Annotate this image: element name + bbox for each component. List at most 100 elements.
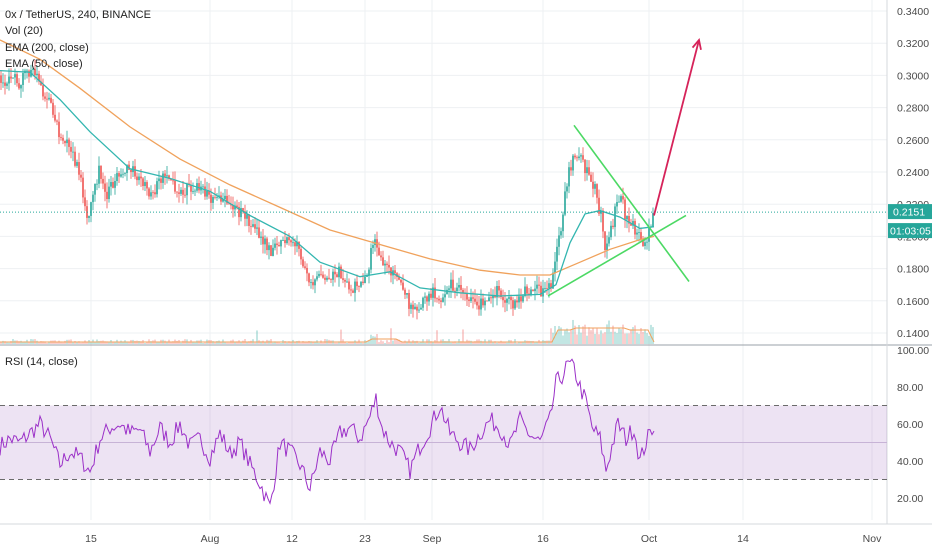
candle-body [80,174,82,178]
rsi-line [0,358,655,505]
candle-body [162,173,164,183]
candle-body [370,248,372,270]
candle-body [98,165,100,184]
candle-body [496,285,498,298]
candle-body [604,231,606,251]
candle-body [548,283,550,289]
candle-body [286,237,288,244]
candle-body [564,191,566,215]
volume-bar [396,339,398,344]
price-tick-label: 0.2400 [897,167,929,179]
candle-body [410,304,412,309]
legend-volume[interactable]: Vol (20) [5,25,43,37]
time-tick-label: 15 [85,533,97,545]
volume-bar [486,342,488,344]
candle-body [474,298,476,302]
candle-body [210,194,212,203]
volume-bar [520,341,522,344]
candle-body [312,282,314,286]
volume-bar [10,341,12,344]
candle-body [406,293,408,295]
trend-drawings[interactable] [547,37,702,297]
legend-ema50[interactable]: EMA (50, close) [5,58,83,70]
candle-body [598,197,600,214]
volume-bar [394,339,396,344]
legend-ema200[interactable]: EMA (200, close) [5,42,89,54]
volume-bars [0,319,655,344]
volume-bar [82,341,84,344]
rsi-series [0,358,655,505]
volume-bar [360,342,362,344]
candle-body [278,244,280,247]
volume-bar [288,341,290,344]
candle-body [560,231,562,236]
volume-bar [566,328,568,344]
candle-body [154,192,156,195]
volume-bar [424,342,426,344]
candle-body [112,182,114,188]
volume-bar [380,340,382,344]
candle-body [526,286,528,294]
candle-body [48,97,50,100]
candle-body [192,191,194,192]
candle-body [76,162,78,166]
candle-body [304,266,306,268]
candle-body [648,227,650,242]
volume-bar [534,342,536,344]
candle-body [594,184,596,189]
candle-body [294,242,296,247]
candle-body [626,216,628,220]
candle-body [34,68,36,76]
price-axis[interactable]: 0.34000.32000.30000.28000.26000.24000.22… [897,6,929,505]
volume-bar [578,325,580,344]
candle-body [584,159,586,174]
candle-body [204,186,206,197]
volume-bar [296,341,298,344]
time-tick-label: 14 [737,533,749,545]
candle-body [596,184,598,198]
candle-body [20,84,22,89]
ema50-line [0,69,655,297]
volume-bar [368,340,370,344]
volume-bar [336,342,338,344]
candle-body [4,82,6,86]
volume-bar [464,341,466,344]
volume-bar [608,320,610,344]
candle-body [78,162,80,175]
candle-body [292,242,294,244]
volume-bar [446,341,448,344]
volume-bar [602,333,604,344]
candle-body [344,279,346,282]
volume-bar [60,341,62,344]
volume-bar [572,319,574,344]
price-badges: 0.2151 01:03:05 [888,204,932,239]
candle-body [298,241,300,249]
volume-bar [436,330,438,344]
candle-body [460,284,462,290]
candle-body [372,245,374,249]
price-tick-label: 0.3400 [897,6,929,18]
volume-bar [518,342,520,344]
candle-body [430,293,432,298]
volume-bar [474,341,476,344]
time-axis[interactable]: 15 Aug 12 23 Sep 16 Oct 14 Nov [85,533,882,545]
candle-body [622,196,624,200]
legend-pair-title[interactable]: 0x / TetherUS, 240, BINANCE [5,9,151,21]
candle-body [146,182,148,189]
price-tick-label: 0.1400 [897,328,929,340]
volume-bar [530,341,532,344]
volume-bar [624,333,626,344]
volume-bar [0,341,2,344]
volume-bar [226,342,228,344]
volume-bar [170,342,172,344]
candle-body [472,297,474,299]
legend-rsi[interactable]: RSI (14, close) [5,356,78,368]
candle-body [256,227,258,229]
volume-bar [618,328,620,344]
volume-bar [346,342,348,344]
candle-body [110,182,112,187]
candle-body [262,236,264,245]
volume-bar [228,342,230,344]
candle-body [404,289,406,295]
